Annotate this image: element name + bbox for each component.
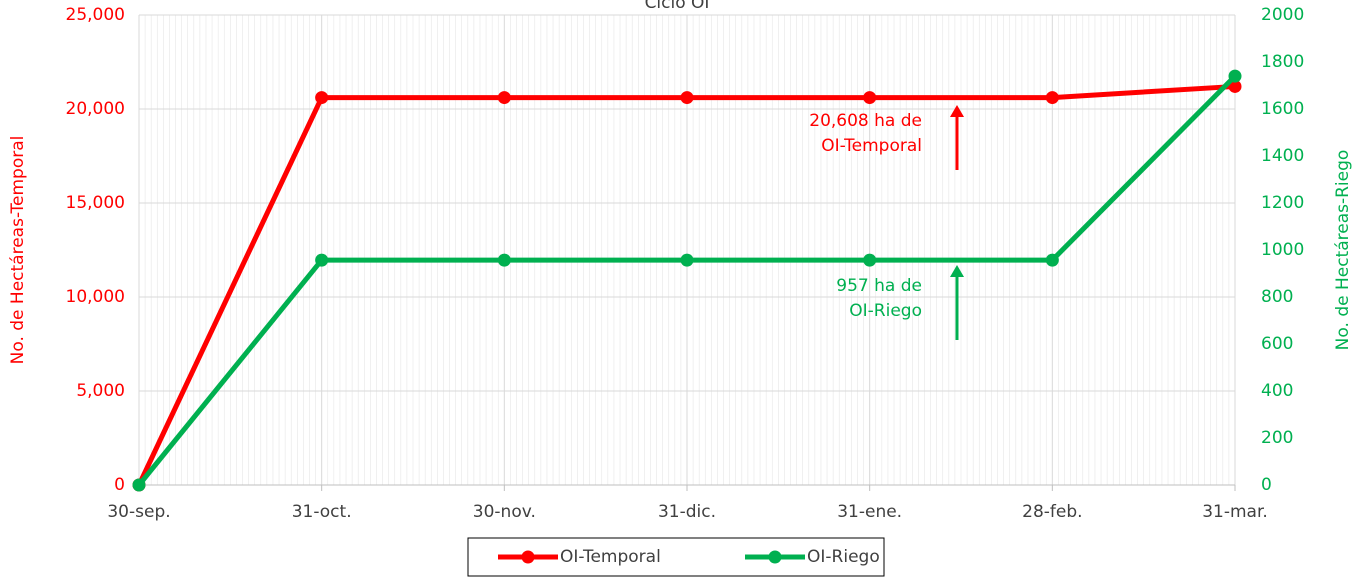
y-axis-label: No. de Hectáreas-Temporal (8, 136, 28, 365)
y2-tick-label: 1400 (1261, 146, 1304, 166)
legend-label: OI-Temporal (560, 547, 661, 567)
y2-axis-label: No. de Hectáreas-Riego (1333, 150, 1353, 351)
annotation-arrowhead (950, 105, 964, 117)
y2-tick-label: 0 (1261, 475, 1272, 495)
series-marker (863, 91, 877, 105)
annotation-text: OI-Riego (849, 301, 922, 321)
x-tick-label: 31-mar. (1202, 502, 1268, 522)
series-marker (1228, 79, 1242, 93)
y-tick-label: 25,000 (66, 5, 125, 25)
y2-tick-label: 2000 (1261, 5, 1304, 25)
series-marker (1045, 253, 1059, 267)
annotation-text: OI-Temporal (821, 136, 922, 156)
x-tick-label: 31-dic. (658, 502, 716, 522)
legend-marker (521, 550, 535, 564)
y2-tick-label: 400 (1261, 381, 1293, 401)
y-tick-label: 20,000 (66, 99, 125, 119)
y2-tick-label: 600 (1261, 334, 1293, 354)
y-tick-label: 0 (114, 475, 125, 495)
series-marker (497, 91, 511, 105)
series-marker (1045, 91, 1059, 105)
series-marker (680, 91, 694, 105)
legend-marker (768, 550, 782, 564)
annotation-text: 957 ha de (836, 276, 922, 296)
series-marker (132, 478, 146, 492)
chart-title: Ciclo OI (645, 0, 710, 13)
x-tick-label: 31-oct. (292, 502, 352, 522)
annotation-text: 20,608 ha de (809, 111, 922, 131)
y2-tick-label: 800 (1261, 287, 1293, 307)
series-marker (315, 91, 329, 105)
series-marker (497, 253, 511, 267)
y2-tick-label: 1200 (1261, 193, 1304, 213)
y-tick-label: 15,000 (66, 193, 125, 213)
series-marker (315, 253, 329, 267)
legend-label: OI-Riego (807, 547, 880, 567)
y2-tick-label: 200 (1261, 428, 1293, 448)
y-tick-label: 5,000 (76, 381, 125, 401)
y2-tick-label: 1800 (1261, 52, 1304, 72)
series-marker (863, 253, 877, 267)
series-marker (680, 253, 694, 267)
annotation-arrowhead (950, 265, 964, 277)
y2-tick-label: 1000 (1261, 240, 1304, 260)
x-tick-label: 28-feb. (1022, 502, 1082, 522)
y-tick-label: 10,000 (66, 287, 125, 307)
series-marker (1228, 69, 1242, 83)
x-tick-label: 31-ene. (837, 502, 902, 522)
x-tick-label: 30-nov. (473, 502, 536, 522)
x-tick-label: 30-sep. (107, 502, 170, 522)
y2-tick-label: 1600 (1261, 99, 1304, 119)
